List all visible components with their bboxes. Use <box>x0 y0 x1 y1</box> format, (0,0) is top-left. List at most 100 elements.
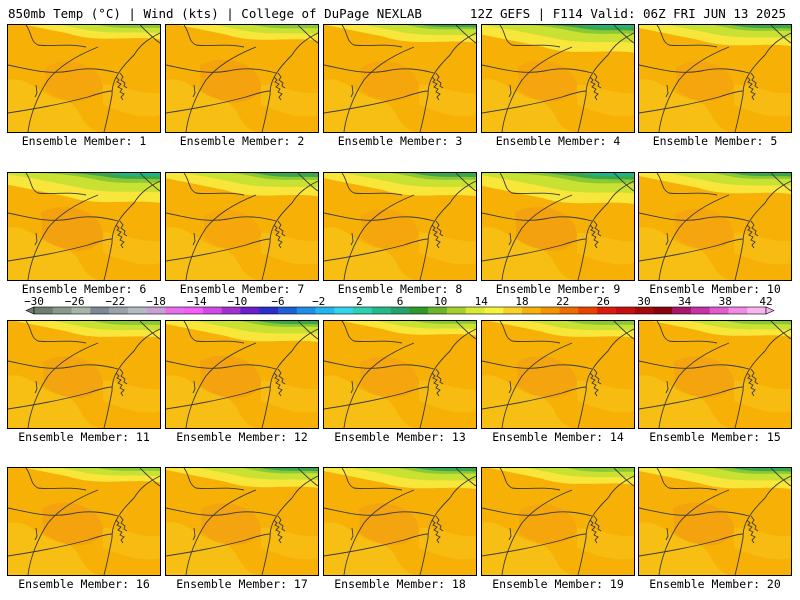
state-border <box>8 533 113 557</box>
coastline <box>139 173 160 192</box>
lake-shore <box>34 84 38 98</box>
warm-patch <box>359 503 419 545</box>
state-border <box>8 507 119 517</box>
chesapeake-bay-outline <box>115 368 128 397</box>
lake-shore <box>508 232 512 246</box>
state-border <box>27 489 99 575</box>
cool-band-teal <box>582 25 634 28</box>
temperature-field-svg <box>166 25 318 132</box>
coastline <box>613 25 634 44</box>
colorbar-segment <box>371 307 391 314</box>
ensemble-member-map <box>638 467 792 576</box>
colorbar-segment <box>672 307 692 314</box>
coastline <box>419 328 476 428</box>
colorbar-segment <box>709 307 729 314</box>
temperature-field-svg <box>482 173 634 280</box>
lake-shore <box>656 173 718 196</box>
state-border <box>185 46 257 132</box>
coastline <box>734 180 791 280</box>
cool-band-deep-green <box>384 25 476 28</box>
warm-light-patch <box>577 380 634 413</box>
warm-patch <box>517 356 577 398</box>
lake-shore <box>341 173 403 196</box>
temperature-field-svg <box>639 468 791 575</box>
state-border <box>27 194 99 280</box>
state-border <box>324 238 429 262</box>
coastline <box>261 328 318 428</box>
coastline <box>577 32 634 132</box>
coastline <box>261 180 318 280</box>
temperature-field-svg <box>482 321 634 428</box>
cool-band-deep-green <box>384 173 476 178</box>
colorbar-segment <box>278 307 298 314</box>
chesapeake-bay-outline <box>589 220 602 249</box>
ensemble-member-map <box>638 172 792 281</box>
state-border <box>639 386 744 410</box>
cool-band-deep-green <box>226 468 318 472</box>
state-border <box>639 212 750 222</box>
colorbar-segment <box>690 307 710 314</box>
ensemble-member-map <box>638 24 792 133</box>
colorbar-segment <box>615 307 635 314</box>
chesapeake-bay-outline <box>431 515 444 544</box>
warm-light-patch <box>577 84 634 117</box>
warm-light-patch <box>419 84 476 117</box>
coastline <box>139 25 160 44</box>
ensemble-member-map <box>481 467 635 576</box>
warm-patch <box>519 504 577 545</box>
coastline <box>734 475 791 575</box>
temperature-field-svg <box>8 468 160 575</box>
colorbar-tick-label: 14 <box>475 296 489 308</box>
state-border <box>482 238 587 262</box>
ensemble-member-map <box>165 320 319 429</box>
temperature-field-svg <box>8 173 160 280</box>
lake-shore <box>25 173 87 196</box>
state-border <box>501 489 573 575</box>
coastline <box>770 321 791 340</box>
state-border <box>658 194 730 280</box>
warm-patch <box>41 207 104 251</box>
colorbar-segment <box>503 307 523 314</box>
colorbar-segment <box>71 307 91 314</box>
colorbar-segment <box>465 307 485 314</box>
coastline <box>577 328 634 428</box>
temperature-field-svg <box>166 321 318 428</box>
state-border <box>343 489 415 575</box>
state-border <box>482 64 593 74</box>
ensemble-member-label: Ensemble Member: 19 <box>492 577 624 591</box>
colorbar-tick-label: 34 <box>678 296 692 308</box>
state-border <box>343 194 415 280</box>
chesapeake-bay-outline <box>273 220 286 249</box>
coastline <box>455 321 476 340</box>
warm-light-patch <box>103 527 160 560</box>
state-border <box>482 507 593 517</box>
temperature-field-svg <box>324 321 476 428</box>
coastline <box>613 468 634 487</box>
cool-band-teal <box>582 173 634 177</box>
state-border <box>343 46 415 132</box>
lake-shore <box>656 468 718 491</box>
colorbar-segment <box>221 307 241 314</box>
colorbar-tick-label: −26 <box>65 296 85 308</box>
chesapeake-bay-outline <box>115 515 128 544</box>
warm-light-patch <box>419 232 476 265</box>
warm-patch <box>675 208 734 250</box>
cool-band-deep-green <box>226 173 318 178</box>
colorbar-segment <box>390 307 410 314</box>
coastline <box>103 475 160 575</box>
state-border <box>639 64 750 74</box>
warm-light-patch <box>103 84 160 117</box>
temperature-field-svg <box>324 173 476 280</box>
coastline <box>139 321 160 340</box>
ensemble-member-map <box>7 320 161 429</box>
coastline <box>103 32 160 132</box>
state-border <box>166 533 271 557</box>
colorbar-segment <box>747 307 767 314</box>
state-border <box>324 386 429 410</box>
ensemble-member-label: Ensemble Member: 11 <box>18 430 150 444</box>
lake-shore <box>192 232 196 246</box>
state-border <box>166 386 271 410</box>
lake-shore <box>665 232 669 246</box>
state-border <box>501 194 573 280</box>
warm-patch <box>518 60 577 102</box>
